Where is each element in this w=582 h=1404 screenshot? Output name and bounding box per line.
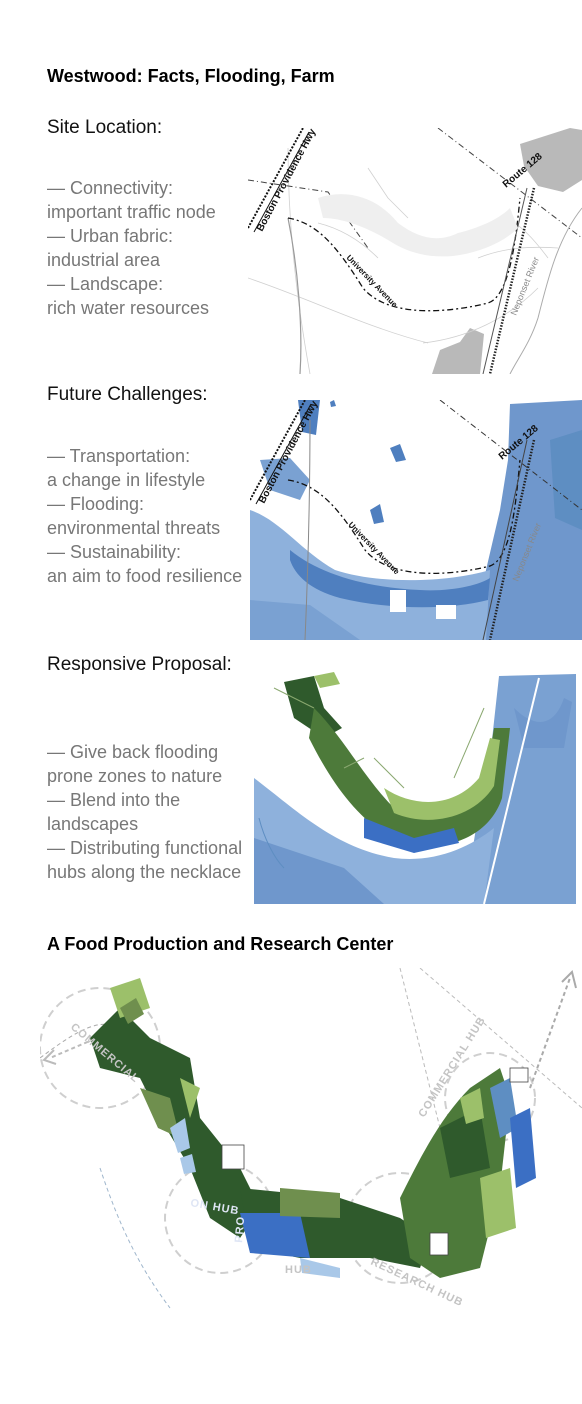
hub-label-hub: HUB: [285, 1264, 312, 1276]
bullet-line: — Distributing functional: [47, 838, 243, 858]
future-challenges-bullets: — Transportation: a change in lifestyle …: [47, 444, 242, 588]
bullet-line: — Connectivity:: [47, 178, 174, 198]
proposal-map: [254, 668, 576, 904]
page-title: Westwood: Facts, Flooding, Farm: [47, 66, 335, 86]
bullet-line: — Landscape:: [47, 274, 164, 294]
built-area-top-right: [520, 128, 582, 192]
bullet-line: prone zones to nature: [47, 766, 223, 786]
section-heading-site-location: Site Location:: [47, 117, 163, 138]
bullet-line: hubs along the necklace: [47, 862, 242, 882]
food-center-map: COMMERCIAL COMMERCIAL HUB PRO RESEARCH H…: [40, 968, 582, 1324]
production-zone: [240, 1213, 310, 1258]
built-area-bottom: [432, 328, 484, 374]
section-heading-future-challenges: Future Challenges:: [47, 384, 208, 405]
highway-line: [248, 128, 304, 229]
bullet-line: rich water resources: [47, 298, 210, 318]
site-location-bullets: — Connectivity: important traffic node —…: [47, 176, 216, 320]
responsive-proposal-bullets: — Give back flooding prone zones to natu…: [47, 740, 242, 884]
bullet-line: — Transportation:: [47, 446, 191, 466]
bullet-line: — Blend into the: [47, 790, 181, 810]
bullet-line: an aim to food resilience: [47, 566, 243, 586]
bullet-line: — Urban fabric:: [47, 226, 174, 246]
bullet-line: environmental threats: [47, 518, 221, 538]
bullet-line: — Sustainability:: [47, 542, 182, 562]
section-heading-responsive-proposal: Responsive Proposal:: [47, 654, 232, 675]
bullet-line: landscapes: [47, 814, 139, 834]
site-location-map: Boston Providence Hwy Route 128 Universi…: [248, 128, 582, 374]
bullet-line: important traffic node: [47, 202, 216, 222]
bullet-line: — Give back flooding: [47, 742, 219, 762]
center-title: A Food Production and Research Center: [47, 934, 394, 954]
bullet-line: — Flooding:: [47, 494, 145, 514]
bullet-line: industrial area: [47, 250, 161, 270]
bullet-line: a change in lifestyle: [47, 470, 206, 490]
route-line: [488, 187, 536, 374]
hub-label-production: PRO: [233, 1215, 247, 1243]
flooding-map: Boston Providence Hwy Route 128 Universi…: [250, 400, 582, 640]
